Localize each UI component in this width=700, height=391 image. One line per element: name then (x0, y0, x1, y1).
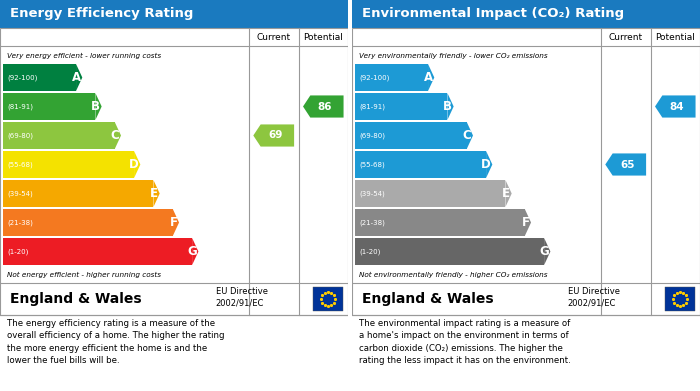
Text: E: E (503, 187, 510, 200)
Text: England & Wales: England & Wales (363, 292, 494, 306)
Polygon shape (192, 238, 198, 265)
Text: (39-54): (39-54) (359, 190, 385, 197)
Text: (1-20): (1-20) (7, 248, 28, 255)
Polygon shape (486, 151, 492, 178)
Text: The environmental impact rating is a measure of
a home's impact on the environme: The environmental impact rating is a mea… (359, 319, 570, 366)
Text: Energy Efficiency Rating: Energy Efficiency Rating (10, 7, 194, 20)
Text: C: C (111, 129, 120, 142)
Text: Very energy efficient - lower running costs: Very energy efficient - lower running co… (7, 53, 161, 59)
Bar (313, 287, 343, 312)
Text: (21-38): (21-38) (7, 219, 33, 226)
Bar (4, 151, 134, 178)
Text: Current: Current (257, 32, 290, 41)
Bar (0, 0, 348, 28)
Text: 65: 65 (620, 160, 635, 170)
Polygon shape (428, 64, 434, 91)
Text: Potential: Potential (655, 32, 695, 41)
Text: England & Wales: England & Wales (10, 292, 142, 306)
Bar (352, 0, 700, 28)
Text: C: C (463, 129, 472, 142)
Text: EU Directive
2002/91/EC: EU Directive 2002/91/EC (568, 287, 620, 307)
Text: The energy efficiency rating is a measure of the
overall efficiency of a home. T: The energy efficiency rating is a measur… (7, 319, 225, 366)
Polygon shape (505, 180, 512, 207)
Bar (4, 180, 153, 207)
Bar (665, 287, 695, 312)
Text: (69-80): (69-80) (7, 132, 33, 139)
Text: F: F (169, 216, 178, 229)
Text: 69: 69 (268, 131, 283, 140)
Polygon shape (303, 95, 344, 118)
Bar (4, 93, 95, 120)
Text: EU Directive
2002/91/EC: EU Directive 2002/91/EC (216, 287, 268, 307)
Bar (356, 151, 486, 178)
Bar (356, 64, 428, 91)
Text: Not energy efficient - higher running costs: Not energy efficient - higher running co… (7, 272, 161, 278)
Text: Not environmentally friendly - higher CO₂ emissions: Not environmentally friendly - higher CO… (359, 272, 547, 278)
Polygon shape (115, 122, 121, 149)
Polygon shape (525, 209, 531, 236)
Text: (21-38): (21-38) (359, 219, 385, 226)
Bar (4, 122, 115, 149)
Bar (356, 93, 447, 120)
Bar (356, 209, 525, 236)
Polygon shape (467, 122, 473, 149)
Text: 86: 86 (318, 102, 332, 111)
Text: Environmental Impact (CO₂) Rating: Environmental Impact (CO₂) Rating (363, 7, 624, 20)
Text: D: D (130, 158, 139, 171)
Polygon shape (253, 124, 294, 147)
Polygon shape (76, 64, 83, 91)
Text: (81-91): (81-91) (359, 103, 385, 110)
Polygon shape (655, 95, 696, 118)
Text: (69-80): (69-80) (359, 132, 385, 139)
Text: A: A (424, 71, 433, 84)
Bar (0, 28, 348, 315)
Polygon shape (173, 209, 179, 236)
Text: Very environmentally friendly - lower CO₂ emissions: Very environmentally friendly - lower CO… (359, 53, 547, 59)
Polygon shape (95, 93, 101, 120)
Text: E: E (150, 187, 158, 200)
Text: (92-100): (92-100) (359, 74, 389, 81)
Text: (92-100): (92-100) (7, 74, 37, 81)
Polygon shape (134, 151, 140, 178)
Text: (81-91): (81-91) (7, 103, 33, 110)
Text: (1-20): (1-20) (359, 248, 380, 255)
Bar (356, 180, 505, 207)
Text: (39-54): (39-54) (7, 190, 33, 197)
Bar (356, 122, 467, 149)
Text: D: D (481, 158, 491, 171)
Text: B: B (91, 100, 100, 113)
Bar (4, 64, 76, 91)
Bar (4, 209, 173, 236)
Bar (4, 238, 192, 265)
Polygon shape (606, 153, 646, 176)
Polygon shape (447, 93, 454, 120)
Text: B: B (443, 100, 452, 113)
Text: Current: Current (608, 32, 643, 41)
Text: (55-68): (55-68) (359, 161, 385, 168)
Text: Potential: Potential (303, 32, 343, 41)
Text: G: G (188, 245, 197, 258)
Polygon shape (544, 238, 550, 265)
Bar (356, 238, 544, 265)
Polygon shape (153, 180, 160, 207)
Text: G: G (539, 245, 549, 258)
Text: F: F (522, 216, 530, 229)
Text: 84: 84 (670, 102, 685, 111)
Bar (352, 28, 700, 315)
Text: (55-68): (55-68) (7, 161, 33, 168)
Text: A: A (72, 71, 81, 84)
